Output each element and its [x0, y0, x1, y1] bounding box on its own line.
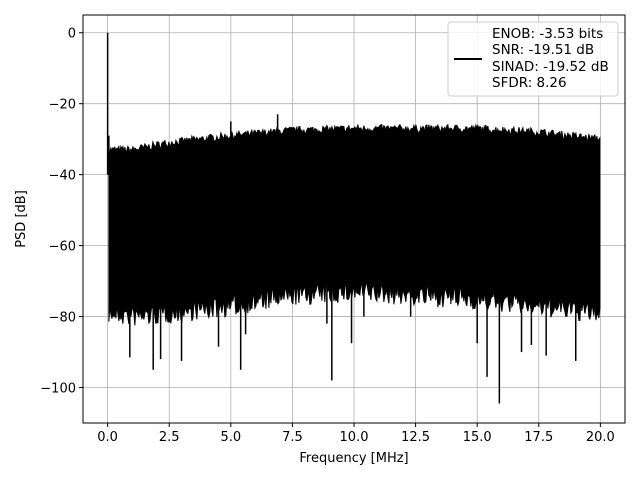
legend-snr: SNR: -19.51 dB — [492, 42, 594, 58]
x-axis-label: Frequency [MHz] — [299, 451, 408, 466]
y-tick-label: −100 — [40, 382, 76, 397]
y-axis-label: PSD [dB] — [14, 190, 29, 248]
x-tick-label: 17.5 — [524, 430, 553, 445]
plot-area — [106, 32, 601, 404]
y-tick-label: −60 — [49, 240, 76, 255]
x-tick-label: 10.0 — [340, 430, 369, 445]
x-tick-label: 12.5 — [401, 430, 430, 445]
legend: ENOB: -3.53 bits SNR: -19.51 dB SINAD: -… — [447, 21, 619, 97]
ticks: 0.0 2.5 5.0 7.5 10.0 12.5 15.0 17.5 20.0 0 −20 −40 −… — [40, 27, 615, 445]
x-tick-label: 5.0 — [220, 430, 241, 445]
legend-sinad: SINAD: -19.52 dB — [492, 59, 609, 75]
y-tick-label: −80 — [49, 311, 76, 326]
y-tick-label: −40 — [49, 169, 76, 184]
x-tick-label: 2.5 — [159, 430, 180, 445]
legend-sfdr: SFDR: 8.26 — [492, 75, 567, 91]
y-tick-label: 0 — [68, 27, 76, 42]
legend-box — [447, 21, 619, 97]
x-tick-label: 7.5 — [282, 430, 303, 445]
x-tick-label: 20.0 — [586, 430, 615, 445]
legend-enob: ENOB: -3.53 bits — [492, 26, 603, 42]
x-tick-label: 15.0 — [463, 430, 492, 445]
psd-noise-band — [108, 123, 601, 326]
y-tick-label: −20 — [49, 98, 76, 113]
x-tick-label: 0.0 — [97, 430, 118, 445]
